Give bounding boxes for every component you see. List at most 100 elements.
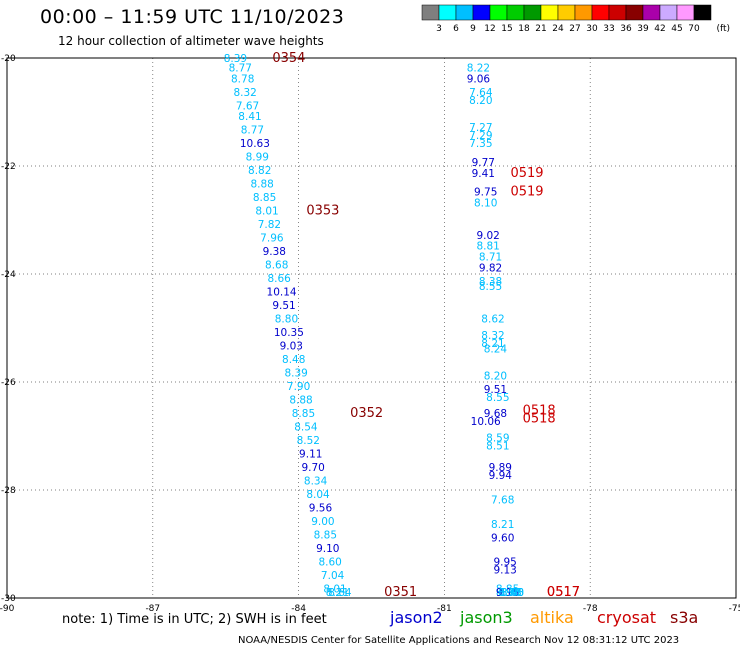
y-tick-label: -24 — [1, 270, 16, 280]
wave-height-label: 7.29 — [469, 130, 492, 142]
colorbar-unit: (ft) — [716, 24, 730, 34]
wave-height-label: 10.06 — [471, 416, 501, 428]
wave-height-label: 10.35 — [274, 327, 304, 339]
colorbar-swatch — [608, 4, 627, 21]
wave-height-label: 10.14 — [267, 287, 297, 299]
grid-lines — [7, 58, 736, 598]
legend-item-s3a: s3a — [670, 608, 699, 627]
wave-height-label: 7.96 — [260, 233, 284, 245]
wave-height-label: 9.51 — [272, 300, 295, 312]
y-tick-label: -22 — [1, 162, 16, 172]
wave-height-label: 8.48 — [282, 354, 305, 366]
colorbar-tick-label: 21 — [535, 24, 546, 34]
wave-height-label: 8.99 — [246, 152, 269, 164]
wave-height-label: 9.95 — [493, 557, 516, 569]
wave-height-label: 7.27 — [469, 122, 492, 134]
wave-height-label: 8.21 — [491, 519, 514, 531]
pass-time-label: 0519 — [510, 185, 543, 200]
colorbar-tick-label: 12 — [484, 24, 495, 34]
colorbar-swatch — [625, 4, 644, 21]
colorbar-swatch — [659, 4, 678, 21]
y-tick-label: -26 — [1, 378, 16, 388]
chart-title: 00:00 – 11:59 UTC 11/10/2023 — [40, 6, 345, 28]
colorbar-swatch — [455, 4, 474, 21]
wave-height-label: 8.55 — [479, 281, 502, 293]
wave-height-label: 8.82 — [248, 165, 271, 177]
colorbar-swatch — [540, 4, 559, 21]
colorbar-swatch — [642, 4, 661, 21]
pass-time-label: 0518 — [523, 412, 556, 427]
colorbar: 3 6 9 12 15 18 21 24 27 30 33 36 39 42 45 70 (ft) — [421, 4, 730, 34]
wave-height-label: 8.01 — [255, 206, 278, 218]
wave-height-label: 8.85 — [292, 408, 315, 420]
wave-height-label: 8.00 — [501, 587, 524, 599]
wave-height-label: 9.94 — [489, 470, 513, 482]
colorbar-swatch — [421, 4, 440, 21]
colorbar-tick-label: 3 — [436, 24, 442, 34]
x-tick-label: -81 — [437, 604, 452, 614]
wave-height-label: 8.66 — [267, 273, 291, 285]
x-tick-label: -78 — [583, 604, 598, 614]
wave-height-label: 8.21 — [326, 587, 349, 599]
wave-height-label: 8.51 — [486, 441, 509, 453]
wave-height-label: 8.01 — [323, 584, 346, 596]
y-tick-label: -20 — [1, 54, 16, 64]
wave-height-label: 8.32 — [481, 330, 504, 342]
colorbar-swatch — [506, 4, 525, 21]
wave-height-label: 8.48 — [501, 587, 524, 599]
wave-height-label: 9.60 — [491, 532, 514, 544]
wave-height-label: 8.38 — [479, 276, 502, 288]
wave-height-label: 9.70 — [301, 462, 324, 474]
colorbar-swatch — [676, 4, 695, 21]
wave-height-label: 8.21 — [481, 338, 504, 350]
wave-height-label: 9.03 — [280, 341, 303, 353]
colorbar-tick-label: 27 — [569, 24, 580, 34]
pass-time-label: 0517 — [547, 585, 580, 600]
colorbar-swatch — [489, 4, 508, 21]
wave-height-label: 7.90 — [287, 381, 310, 393]
colorbar-tick-label: 70 — [688, 24, 700, 34]
wave-height-label: 7.35 — [469, 138, 492, 150]
wave-height-label: 9.68 — [484, 408, 507, 420]
wave-height-label: 8.54 — [294, 422, 318, 434]
pass-time-label: 0354 — [272, 51, 305, 66]
wave-height-label: 8.71 — [479, 252, 502, 264]
wave-height-label: 8.77 — [241, 125, 264, 137]
wave-height-label: 9.75 — [474, 187, 497, 199]
wave-height-label: 8.41 — [238, 111, 261, 123]
wave-height-label: 8.04 — [306, 489, 330, 501]
colorbar-tick-label: 42 — [654, 24, 665, 34]
colorbar-tick-label: 24 — [552, 24, 564, 34]
pass-time-label: 0517 — [547, 585, 580, 600]
wave-height-label: 9.00 — [311, 516, 334, 528]
colorbar-tick-label: 18 — [518, 24, 530, 34]
wave-height-label: 9.11 — [299, 449, 322, 461]
wave-height-label: 8.62 — [481, 314, 504, 326]
y-tick-label: -28 — [1, 486, 16, 496]
wave-height-label: 8.55 — [486, 392, 509, 404]
wave-height-label: 8.10 — [474, 198, 497, 210]
wave-height-label: 8.80 — [275, 314, 298, 326]
wave-height-label: 8.85 — [253, 192, 276, 204]
wave-height-label: 7.67 — [236, 100, 259, 112]
wave-height-label: 10.63 — [240, 138, 270, 150]
colorbar-tick-label: 6 — [453, 24, 459, 34]
wave-height-label: 8.78 — [231, 73, 254, 85]
wave-height-label: 7.68 — [491, 495, 514, 507]
legend-item-altika: altika — [530, 608, 574, 627]
legend-item-jason3: jason3 — [460, 608, 513, 627]
colorbar-tick-label: 33 — [603, 24, 614, 34]
wave-height-label: 9.51 — [484, 384, 507, 396]
colorbar-tick-label: 30 — [586, 24, 598, 34]
colorbar-tick-label: 15 — [501, 24, 512, 34]
wave-height-label: 8.34 — [304, 476, 328, 488]
wave-height-label: 9.82 — [479, 262, 502, 274]
wave-height-label: 7.04 — [321, 570, 345, 582]
wave-height-label: 9.77 — [472, 157, 495, 169]
wave-height-label: 9.10 — [316, 543, 339, 555]
wave-height-label: 9.89 — [489, 462, 512, 474]
axes: -90 -87 -84 -81 -78 -75 -20 -22 -24 -26 -28 -30 — [0, 54, 740, 614]
wave-height-label: 9.56 — [309, 503, 333, 515]
wave-height-label: 9.15 — [496, 587, 519, 599]
